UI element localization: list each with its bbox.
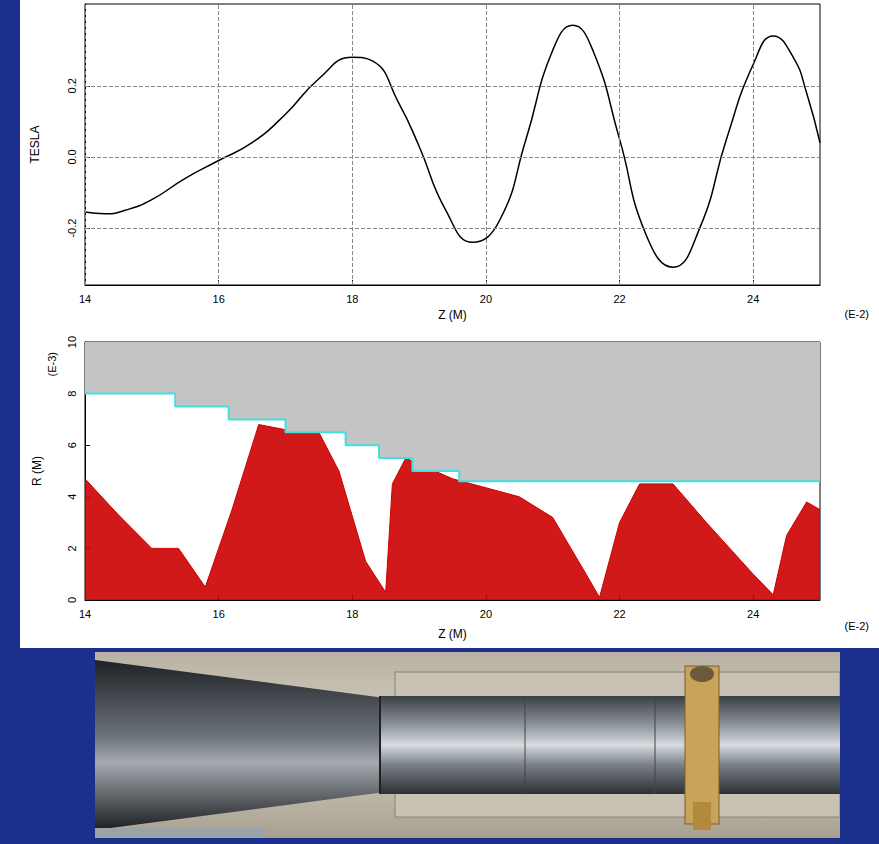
svg-text:2: 2	[66, 545, 78, 551]
svg-text:0.0: 0.0	[66, 149, 78, 164]
svg-text:18: 18	[346, 293, 358, 305]
svg-text:6: 6	[66, 442, 78, 448]
svg-text:0: 0	[66, 597, 78, 603]
svg-text:8: 8	[66, 391, 78, 397]
svg-text:14: 14	[79, 293, 91, 305]
svg-text:4: 4	[66, 494, 78, 500]
svg-text:24: 24	[747, 608, 759, 620]
svg-text:(E-2): (E-2)	[845, 308, 869, 320]
svg-text:22: 22	[613, 293, 625, 305]
svg-text:14: 14	[79, 608, 91, 620]
svg-text:Z (M): Z (M)	[438, 308, 467, 322]
svg-text:TESLA: TESLA	[28, 125, 42, 163]
svg-text:16: 16	[213, 608, 225, 620]
svg-text:Z (M): Z (M)	[438, 627, 467, 641]
svg-text:(E-2): (E-2)	[845, 620, 869, 632]
svg-text:0.2: 0.2	[66, 78, 78, 93]
svg-text:20: 20	[480, 608, 492, 620]
svg-text:16: 16	[213, 293, 225, 305]
svg-text:-0.2: -0.2	[66, 219, 78, 238]
svg-text:10: 10	[66, 336, 78, 348]
svg-text:(E-3): (E-3)	[46, 352, 58, 376]
svg-text:R (M): R (M)	[30, 456, 44, 486]
svg-text:18: 18	[346, 608, 358, 620]
svg-text:22: 22	[613, 608, 625, 620]
svg-text:20: 20	[480, 293, 492, 305]
svg-text:24: 24	[747, 293, 759, 305]
